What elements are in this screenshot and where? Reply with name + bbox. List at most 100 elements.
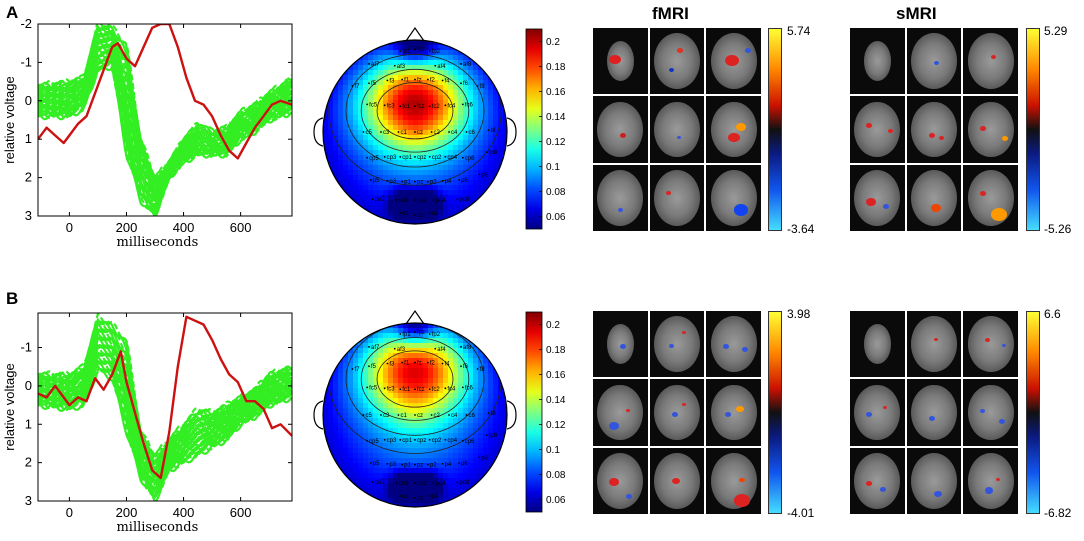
electrode-label: f8 xyxy=(480,367,486,373)
activation-blob xyxy=(996,477,1001,481)
electrode-label: po8 xyxy=(459,480,470,486)
colorbar-svg: 0.2 0.18 0.16 0.14 0.12 0.1 0.08 0.06 xyxy=(525,28,566,230)
electrode-label: fc5 xyxy=(369,385,378,391)
electrode-dot xyxy=(426,463,429,466)
topomap-contour xyxy=(345,323,485,436)
mri-slice xyxy=(706,379,761,446)
electrode-dot xyxy=(351,368,354,370)
electrode-dot xyxy=(476,85,479,87)
colorbar-tick-label: 0.12 xyxy=(546,137,566,148)
electrode-label: p2 xyxy=(430,180,437,186)
electrode-dot xyxy=(414,78,416,81)
electrode-label: fc2 xyxy=(432,104,441,110)
electrode-label: cp4 xyxy=(447,438,457,444)
electrode-label: tp8 xyxy=(489,433,498,439)
electrode-dot xyxy=(414,438,416,441)
electrode-dot xyxy=(428,333,431,335)
activation-blob xyxy=(933,490,942,498)
electrode-dot xyxy=(399,105,402,108)
erp-x-tick-label: 200 xyxy=(116,505,138,520)
activation-blob xyxy=(979,409,985,414)
topomap-contour xyxy=(376,82,454,140)
topomap-colorbar-b: 0.2 0.18 0.16 0.14 0.12 0.1 0.08 0.06 xyxy=(525,311,576,513)
colorbar-tick-label: 0.18 xyxy=(546,62,566,73)
electrode-dot xyxy=(430,131,433,133)
electrode-label: cp6 xyxy=(465,156,475,162)
electrode-label: c6 xyxy=(469,413,476,419)
brain-slice-image xyxy=(710,384,757,441)
electrode-dot xyxy=(444,387,447,390)
electrode-label: o2 xyxy=(432,494,439,500)
electrode-label: p8 xyxy=(481,172,488,178)
colorbar-tick-label: 0.16 xyxy=(546,370,566,381)
colorbar-svg: 0.2 0.18 0.16 0.14 0.12 0.1 0.08 0.06 xyxy=(525,311,566,513)
activation-blob xyxy=(882,405,887,410)
activation-blob xyxy=(609,477,620,486)
activation-blob xyxy=(728,132,741,143)
electrode-dot xyxy=(399,333,402,335)
electrode-dot xyxy=(383,438,386,441)
brain-slice-image xyxy=(597,169,644,226)
activation-blob xyxy=(609,54,622,65)
electrode-label: cp2 xyxy=(432,438,442,444)
mri-slice xyxy=(906,379,962,446)
electrode-label: c4 xyxy=(451,130,458,136)
smri-slices-b xyxy=(850,311,1018,514)
activation-blob xyxy=(985,487,994,494)
electrode-dot xyxy=(432,199,435,201)
erp-plot-a: -2 -1 0 1 2 3 0 200 400 600 milliseconds relative v… xyxy=(0,0,300,260)
electrode-dot xyxy=(386,179,389,182)
electrode-dot xyxy=(401,180,404,183)
brain-slice-image xyxy=(854,384,901,441)
electrode-label: cz xyxy=(417,413,423,419)
electrode-dot xyxy=(458,178,461,181)
electrode-dot xyxy=(401,361,404,364)
mri-slice xyxy=(850,28,905,95)
electrode-label: p1 xyxy=(404,463,411,469)
electrode-dot xyxy=(397,131,400,133)
electrode-label: o1 xyxy=(402,494,409,500)
activation-blob xyxy=(609,422,620,431)
electrode-label: c6 xyxy=(469,130,476,136)
topomap-svg: fp1 fpz fp2 af7 af8 af3 af4 f7 f5 f3 f1 fz f2 f4 f6 f8 f… xyxy=(313,309,517,508)
brain-slice-image xyxy=(597,384,644,441)
activation-blob xyxy=(933,61,939,66)
electrode-dot xyxy=(426,361,429,364)
electrode-dot xyxy=(380,131,382,133)
electrode-label: fcz xyxy=(417,387,425,393)
electrode-dot xyxy=(414,105,416,108)
electrode-label: oz xyxy=(417,213,423,219)
mri-slice xyxy=(906,96,962,163)
activation-blob xyxy=(733,494,750,507)
activation-blob xyxy=(741,347,748,353)
electrode-label: f8 xyxy=(480,84,486,90)
electrode-label: f7 xyxy=(354,367,360,373)
erp-x-tick-label: 0 xyxy=(66,505,73,520)
erp-y-tick-label: 1 xyxy=(25,131,32,146)
electrode-dot xyxy=(414,414,416,416)
brain-slice-image xyxy=(863,41,891,82)
mri-slice xyxy=(906,311,962,378)
electrode-dot xyxy=(441,462,444,465)
brain-slice-image xyxy=(597,452,644,509)
erp-y-tick-label: 1 xyxy=(25,416,32,431)
erp-y-tick-label: 2 xyxy=(25,170,32,185)
nose-outline xyxy=(405,26,425,42)
electrode-label: poz xyxy=(417,198,427,204)
erp-chart-svg: -2 -1 0 1 2 3 0 200 400 600 milliseconds relative v… xyxy=(2,16,293,250)
topomap-a: fp1 fpz fp2 af7 af8 af3 af4 f7 f5 f3 f1 fz f2 f4 f6 f8 f… xyxy=(313,22,517,232)
activation-blob xyxy=(888,129,894,134)
mri-slice xyxy=(593,447,648,514)
fmri-colorbar-b xyxy=(768,311,782,514)
activation-blob xyxy=(682,402,687,406)
smri-max-a: 5.29 xyxy=(1044,24,1068,38)
electrode-dot xyxy=(448,414,450,416)
erp-x-tick-label: 400 xyxy=(173,505,195,520)
electrode-dot xyxy=(461,156,464,159)
colorbar-tick-label: 0.2 xyxy=(546,37,560,48)
electrode-label: f7 xyxy=(354,84,360,90)
mri-slice xyxy=(706,311,761,378)
electrode-dot xyxy=(368,82,370,85)
electrode-dot xyxy=(366,156,369,159)
erp-trial-trace xyxy=(38,320,292,464)
